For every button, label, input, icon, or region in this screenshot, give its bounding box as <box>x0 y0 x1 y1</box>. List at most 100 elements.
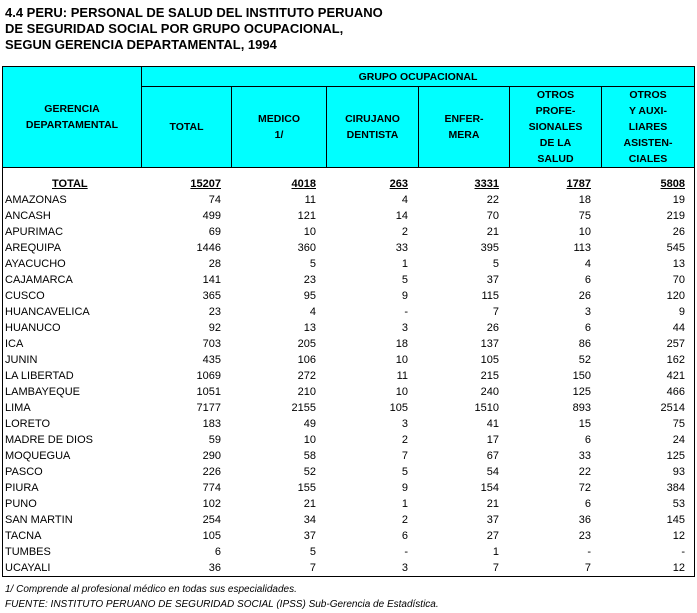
column-header: OTROS Y AUXI- LIARES ASISTEN- CIALES <box>601 86 695 168</box>
cell-value: 23 <box>208 306 221 318</box>
cell-value: 6 <box>214 546 221 558</box>
cell-value: 183 <box>202 418 221 430</box>
cell-value: 9 <box>401 290 408 302</box>
cell-value: 34 <box>303 514 316 526</box>
cell-value: 6 <box>401 530 408 542</box>
title-line: DE SEGURIDAD SOCIAL POR GRUPO OCUPACIONA… <box>5 21 344 36</box>
header-text: ASISTEN- <box>623 137 673 149</box>
cell-value: 12 <box>672 530 685 542</box>
header-text: CIRUJANO <box>345 113 400 125</box>
cell-value: 36 <box>208 562 221 574</box>
cell-value: 105 <box>389 402 408 414</box>
title-line: SEGUN GERENCIA DEPARTAMENTAL, 1994 <box>5 37 277 52</box>
row-label: MADRE DE DIOS <box>5 434 94 446</box>
cell-value: 145 <box>666 514 685 526</box>
cell-value: 49 <box>303 418 316 430</box>
cell-value: 6 <box>584 274 591 286</box>
cell-value: 5 <box>401 466 408 478</box>
header-text: OTROS <box>536 89 575 101</box>
cell-value: 6 <box>584 434 591 446</box>
cell-value: 1 <box>401 498 408 510</box>
cell-value: 4 <box>309 306 316 318</box>
cell-value: 7 <box>584 562 591 574</box>
cell-value: 254 <box>202 514 221 526</box>
cell-value: 215 <box>480 370 499 382</box>
cell-value: 240 <box>480 386 499 398</box>
cell-value: 37 <box>486 514 499 526</box>
row-label: PUNO <box>5 498 37 510</box>
cell-value: 37 <box>303 530 316 542</box>
cell-value: 7 <box>401 450 408 462</box>
cell-value: 17 <box>486 434 499 446</box>
cell-value: 7 <box>492 562 499 574</box>
cell-value: 2 <box>401 514 408 526</box>
cell-value: 3 <box>584 306 591 318</box>
cell-value: 115 <box>481 290 499 302</box>
cell-value: 52 <box>303 466 316 478</box>
cell-value: 18 <box>578 194 591 206</box>
cell-value: 26 <box>486 322 499 334</box>
cell-value: 41 <box>486 418 499 430</box>
header-text: OTROS <box>629 89 667 101</box>
cell-value: 125 <box>666 450 685 462</box>
cell-value: 150 <box>572 370 591 382</box>
cell-value: 499 <box>202 210 221 222</box>
cell-value: 113 <box>573 242 591 254</box>
cell-value: 257 <box>666 338 685 350</box>
cell-value: 9 <box>401 482 408 494</box>
cell-value: 5 <box>401 274 408 286</box>
header-text: SALUD <box>537 153 574 165</box>
row-label: HUANCAVELICA <box>5 306 90 318</box>
header-text: LIARES <box>628 121 668 133</box>
row-label: LORETO <box>5 418 51 430</box>
row-label: CAJAMARCA <box>5 274 73 286</box>
header-text: ENFER- <box>444 113 484 125</box>
cell-value: 15 <box>578 418 591 430</box>
cell-value: 36 <box>578 514 591 526</box>
cell-value: 1446 <box>196 242 221 254</box>
cell-value: 52 <box>578 354 591 366</box>
row-label: LAMBAYEQUE <box>5 386 80 398</box>
footnote: FUENTE: INSTITUTO PERUANO DE SEGURIDAD S… <box>5 599 439 610</box>
cell-value: 74 <box>208 194 221 206</box>
header-text: DEPARTAMENTAL <box>25 119 119 131</box>
cell-value: 210 <box>297 386 316 398</box>
row-label: AYACUCHO <box>5 258 66 270</box>
row-label: TUMBES <box>5 546 51 558</box>
cell-value: 86 <box>578 338 591 350</box>
cell-value: 11 <box>304 194 316 206</box>
cell-value: 5 <box>309 546 316 558</box>
column-header: OTROS PROFE- SIONALES DE LA SALUD <box>509 86 602 168</box>
cell-value: 3 <box>401 418 408 430</box>
cell-value: 272 <box>297 370 316 382</box>
cell-value: 545 <box>666 242 685 254</box>
cell-value: 22 <box>486 194 499 206</box>
cell-value: 37 <box>486 274 499 286</box>
cell-value: 70 <box>486 210 499 222</box>
cell-value: 69 <box>208 226 221 238</box>
row-label: AREQUIPA <box>5 242 62 254</box>
column-header: GERENCIA DEPARTAMENTAL <box>2 66 142 168</box>
cell-value: 290 <box>202 450 221 462</box>
cell-value: 75 <box>672 418 685 430</box>
cell-value: 10 <box>303 434 316 446</box>
cell-value: 70 <box>672 274 685 286</box>
cell-value: 26 <box>578 290 591 302</box>
cell-value: 93 <box>672 466 685 478</box>
cell-value: - <box>404 546 408 558</box>
cell-value: 263 <box>389 178 408 190</box>
cell-value: - <box>681 546 685 558</box>
cell-value: - <box>587 546 591 558</box>
row-label: AMAZONAS <box>5 194 67 206</box>
header-text: SIONALES <box>528 121 583 133</box>
cell-value: 2 <box>401 226 408 238</box>
cell-value: 395 <box>480 242 499 254</box>
cell-value: 9 <box>678 306 685 318</box>
cell-value: 1510 <box>474 402 499 414</box>
cell-value: 18 <box>395 338 408 350</box>
row-label: JUNIN <box>5 354 38 366</box>
cell-value: 21 <box>486 498 499 510</box>
row-label: PASCO <box>5 466 43 478</box>
cell-value: 435 <box>202 354 221 366</box>
